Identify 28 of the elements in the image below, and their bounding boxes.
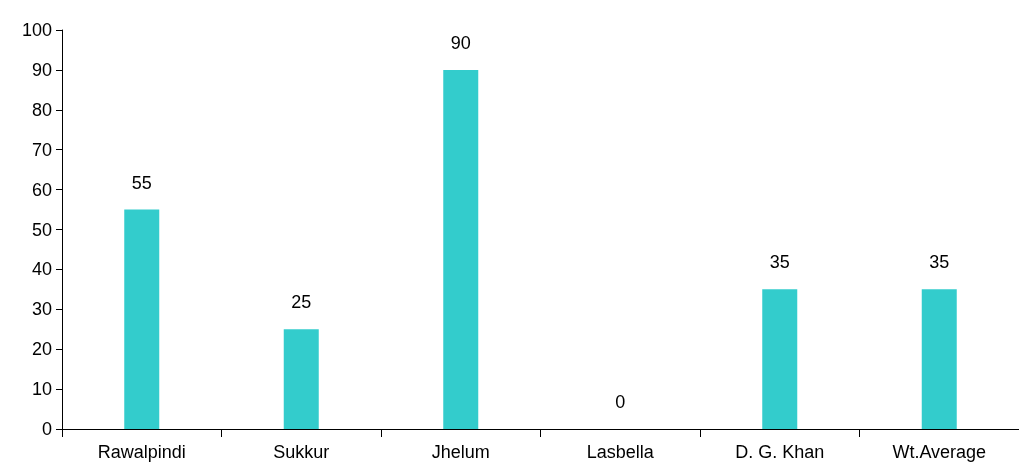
data-label: 55: [131, 172, 152, 193]
y-tick-label: 70: [31, 139, 52, 160]
bar: [283, 329, 319, 429]
y-tick-label: 60: [31, 179, 52, 200]
x-tick-label: D. G. Khan: [735, 442, 825, 462]
bar: [762, 289, 798, 429]
x-tick-label: Sukkur: [273, 442, 330, 462]
data-label: 35: [769, 252, 790, 273]
y-tick-label: 40: [31, 259, 52, 280]
y-tick-label: 100: [21, 20, 52, 40]
x-tick-label: Lasbella: [586, 442, 655, 462]
y-tick-label: 80: [31, 99, 52, 120]
bar: [443, 69, 479, 429]
y-tick-label: 90: [31, 59, 52, 80]
y-tick-label: 20: [31, 339, 52, 360]
data-label: 25: [291, 292, 312, 313]
data-label: 35: [929, 252, 950, 273]
y-tick-label: 30: [31, 299, 52, 320]
x-tick-label: Rawalpindi: [97, 442, 186, 462]
bar: [921, 289, 957, 429]
data-label: 0: [615, 392, 626, 412]
bar: [124, 209, 160, 429]
y-tick-label: 10: [31, 379, 52, 400]
x-tick-label: Wt.Average: [892, 442, 987, 462]
data-label: 90: [450, 32, 471, 53]
x-tick-label: Jhelum: [431, 442, 490, 462]
y-tick-label: 0: [41, 419, 52, 439]
y-tick-label: 50: [31, 219, 52, 240]
